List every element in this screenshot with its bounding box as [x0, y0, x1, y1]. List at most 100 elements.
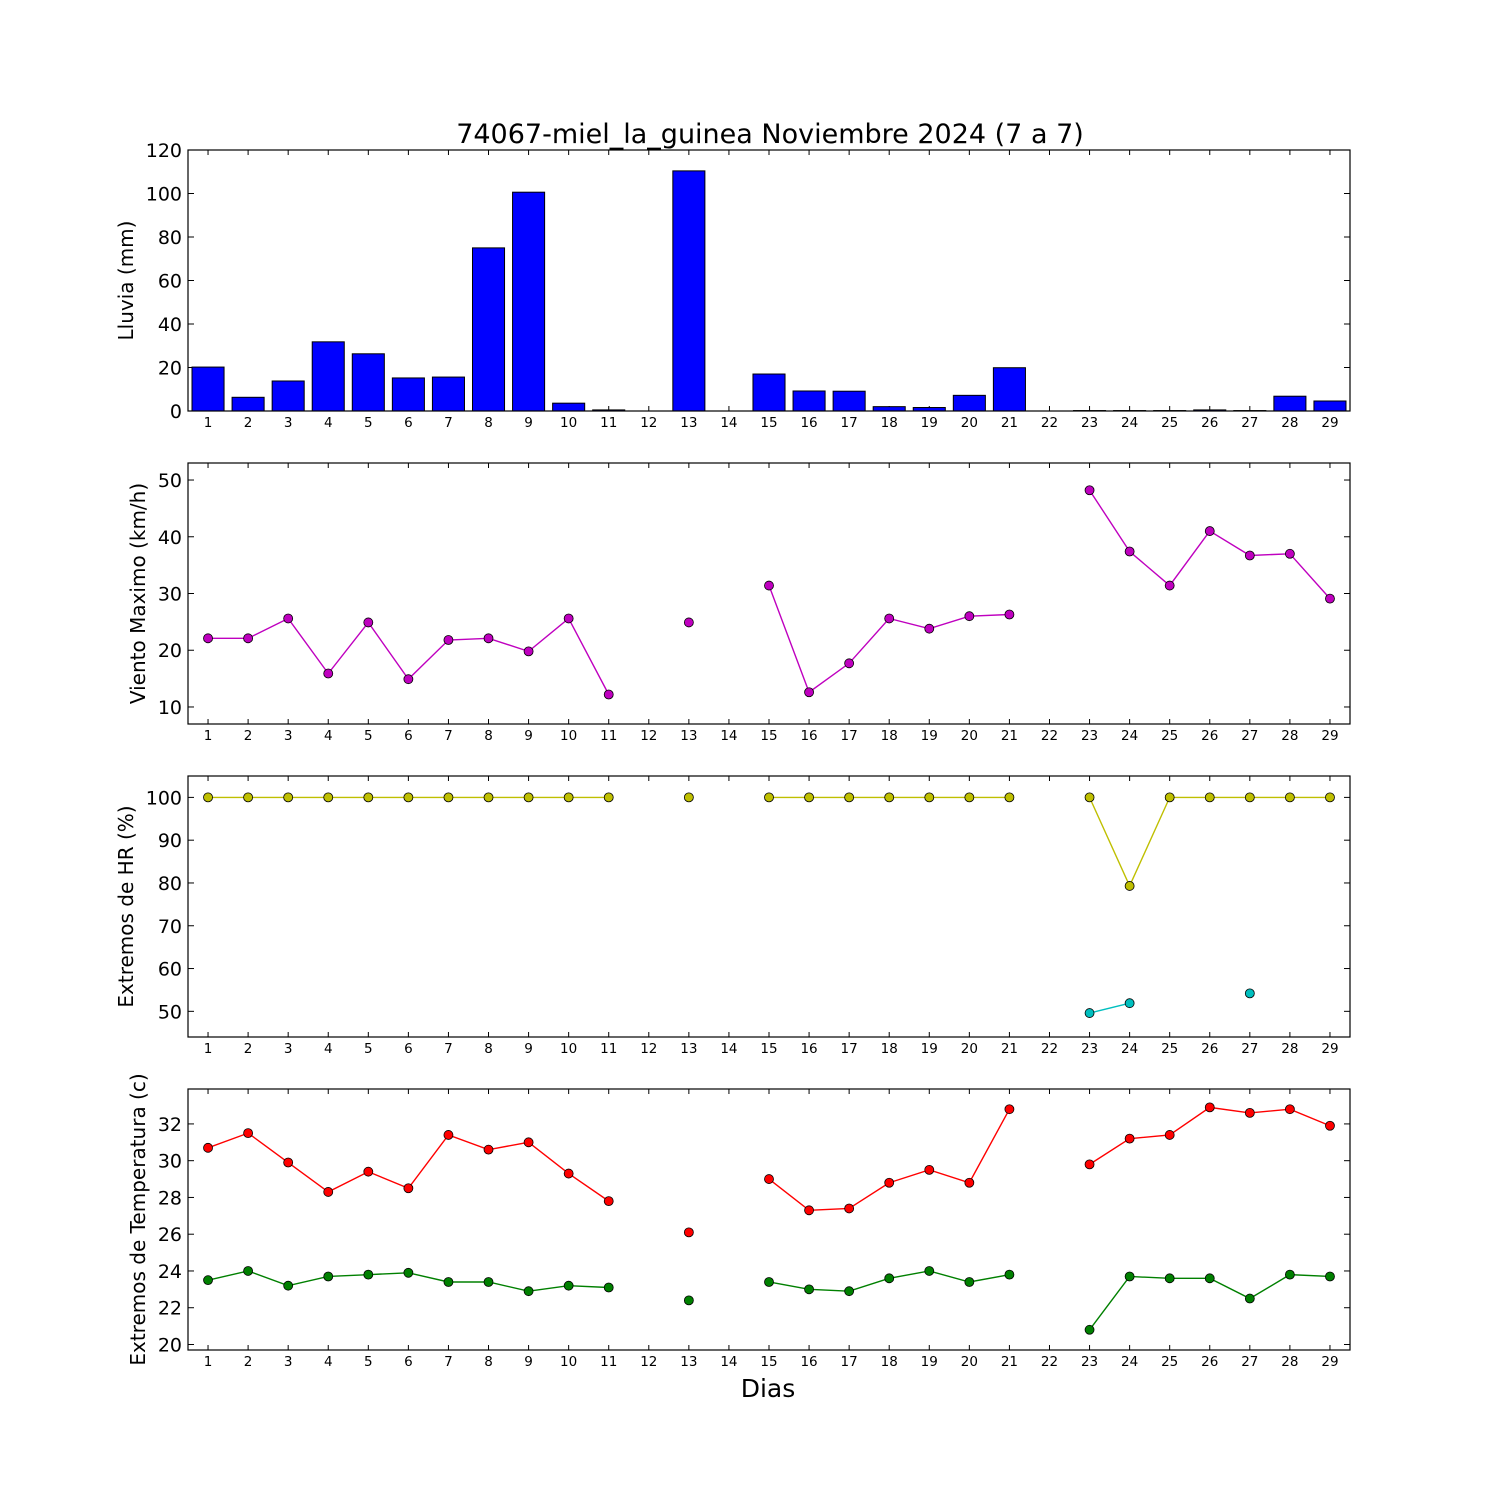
- chart-title: 74067-miel_la_guinea Noviembre 2024 (7 a…: [456, 119, 1084, 150]
- series-point: [764, 1174, 774, 1184]
- series-point: [363, 792, 374, 803]
- series-point: [1164, 1130, 1175, 1140]
- y-tick-label: 22: [158, 1298, 182, 1320]
- rain-bar: [311, 341, 345, 412]
- x-tick-label: 7: [444, 728, 453, 744]
- series-point: [804, 1205, 814, 1216]
- series-point: [804, 687, 814, 698]
- series-point: [964, 792, 975, 803]
- x-tick-label: 25: [1161, 728, 1178, 744]
- x-tick-label: 20: [961, 1041, 978, 1057]
- x-tick-label: 12: [640, 1041, 657, 1057]
- series-point: [1124, 1133, 1135, 1144]
- x-tick-label: 4: [324, 728, 333, 744]
- x-tick-label: 3: [284, 1041, 293, 1057]
- y-tick-label: 10: [158, 697, 182, 719]
- series-point: [1325, 792, 1335, 803]
- x-tick-label: 17: [841, 415, 858, 431]
- x-tick-label: 19: [921, 415, 938, 431]
- x-tick-label: 21: [1001, 415, 1018, 431]
- x-tick-label: 2: [244, 1354, 253, 1370]
- series-point: [683, 1295, 694, 1306]
- x-tick-label: 27: [1241, 1041, 1258, 1057]
- rain-bar: [512, 191, 546, 412]
- x-tick-label: 1: [204, 1354, 213, 1370]
- x-tick-label: 26: [1201, 728, 1218, 744]
- series-point: [323, 1271, 334, 1282]
- y-tick-label: 60: [158, 271, 182, 293]
- series-point: [884, 792, 895, 803]
- x-tick-label: 17: [841, 1354, 858, 1370]
- y-tick-label: 40: [158, 314, 182, 336]
- series-point: [924, 792, 935, 803]
- x-tick-label: 26: [1201, 415, 1218, 431]
- x-tick-label: 9: [524, 1354, 533, 1370]
- series-line: [1089, 1002, 1130, 1014]
- x-tick-label: 3: [284, 1354, 293, 1370]
- series-point: [203, 1275, 213, 1286]
- series-point: [603, 1196, 614, 1207]
- x-tick-label: 10: [560, 1354, 577, 1370]
- x-tick-label: 21: [1001, 1041, 1018, 1057]
- y-axis-label: Extremos de Temperatura (c): [126, 1073, 150, 1365]
- x-tick-label: 29: [1321, 1354, 1338, 1370]
- x-tick-label: 20: [961, 415, 978, 431]
- series-point: [563, 1280, 574, 1291]
- series-point: [563, 792, 574, 803]
- series-point: [964, 611, 975, 622]
- x-tick-label: 29: [1321, 728, 1338, 744]
- x-tick-label: 24: [1121, 415, 1138, 431]
- series-point: [924, 1164, 935, 1175]
- x-tick-label: 19: [921, 728, 938, 744]
- x-tick-label: 4: [324, 415, 333, 431]
- x-tick-label: 22: [1041, 1354, 1058, 1370]
- y-tick-label: 90: [158, 830, 182, 852]
- series-point: [1284, 1269, 1295, 1280]
- y-tick-label: 50: [158, 1001, 182, 1023]
- x-tick-label: 25: [1161, 415, 1178, 431]
- rain-bar: [431, 376, 465, 412]
- plot-frame: [187, 775, 1351, 1038]
- x-tick-label: 16: [800, 1354, 817, 1370]
- series-point: [1084, 1324, 1095, 1335]
- y-tick-label: 28: [158, 1187, 182, 1209]
- x-tick-label: 23: [1081, 415, 1098, 431]
- y-tick-label: 50: [158, 470, 182, 492]
- series-point: [1204, 1273, 1215, 1284]
- series-point: [683, 617, 694, 628]
- x-tick-label: 11: [600, 1041, 617, 1057]
- series-point: [1164, 792, 1175, 803]
- series-point: [363, 617, 374, 628]
- series-point: [523, 646, 534, 657]
- y-tick-label: 26: [158, 1224, 182, 1246]
- x-tick-label: 23: [1081, 1354, 1098, 1370]
- series-point: [1004, 792, 1015, 803]
- series-point: [403, 674, 414, 685]
- series-point: [443, 1277, 454, 1287]
- x-tick-label: 8: [484, 728, 493, 744]
- x-tick-label: 24: [1121, 1041, 1138, 1057]
- series-line: [768, 585, 1010, 694]
- x-tick-label: 26: [1201, 1354, 1218, 1370]
- series-point: [924, 1266, 935, 1276]
- x-tick-label: 18: [881, 415, 898, 431]
- x-tick-label: 15: [760, 415, 777, 431]
- series-point: [804, 792, 814, 803]
- x-tick-label: 19: [921, 1354, 938, 1370]
- x-tick-label: 16: [800, 1041, 817, 1057]
- series-point: [683, 1227, 694, 1238]
- series-point: [804, 1284, 814, 1295]
- series-point: [1284, 548, 1295, 559]
- series-point: [1124, 546, 1135, 557]
- x-tick-label: 22: [1041, 728, 1058, 744]
- series-point: [1244, 1293, 1255, 1304]
- series-point: [1084, 1008, 1095, 1018]
- x-tick-label: 20: [961, 728, 978, 744]
- series-point: [764, 580, 774, 591]
- series-point: [403, 1267, 414, 1278]
- x-tick-label: 20: [961, 1354, 978, 1370]
- series-point: [1124, 881, 1135, 891]
- x-tick-label: 29: [1321, 415, 1338, 431]
- y-tick-label: 0: [170, 401, 182, 423]
- series-line: [1088, 489, 1331, 600]
